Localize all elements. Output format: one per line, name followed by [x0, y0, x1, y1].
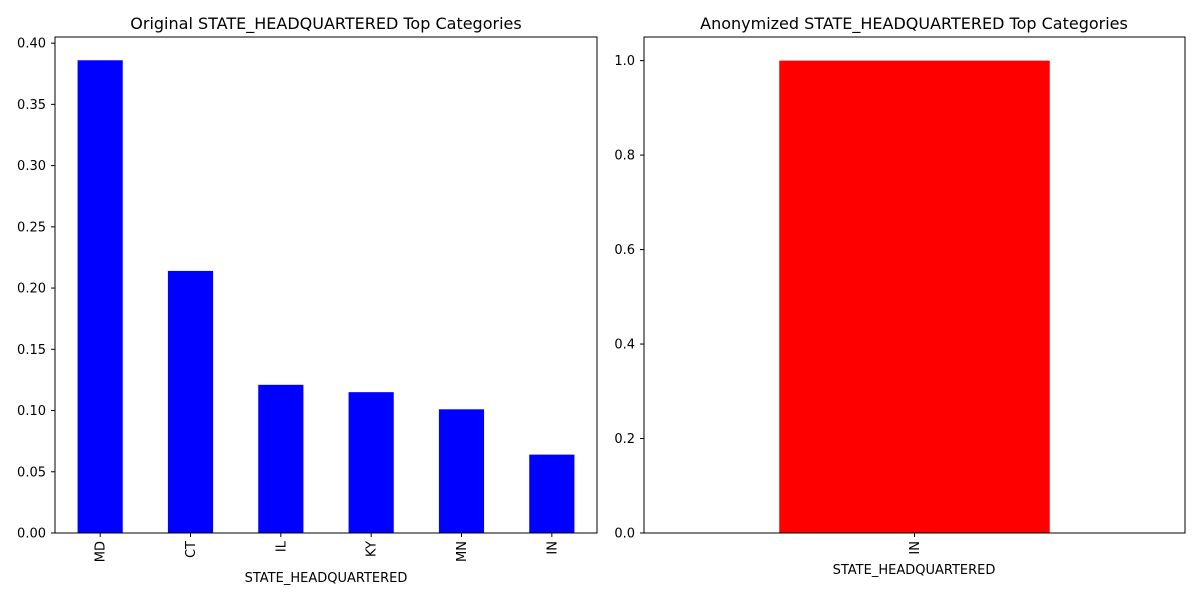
chart-original-title: Original STATE_HEADQUARTERED Top Categor… [130, 14, 521, 34]
chart-anonymized-frame [643, 36, 1186, 534]
chart-original-y-tick-label: 0.35 [17, 98, 46, 113]
chart-anonymized-y-tick-label: 1.0 [614, 54, 635, 69]
chart-original-bar-ky [348, 392, 394, 533]
chart-original-plot-area: MD CT IL KY MN IN 0.00 0.05 0.10 0.15 0.20 0.25 0.30… [17, 37, 575, 562]
chart-original-y-tick-label: 0.10 [17, 404, 46, 419]
chart-original-y-tick-label: 0.15 [17, 343, 46, 358]
chart-original-bar-il [258, 384, 304, 533]
chart-original-bar-md [77, 60, 123, 533]
chart-original-y-tick-label: 0.30 [17, 159, 46, 174]
chart-original-y-tick-label: 0.20 [17, 282, 46, 297]
chart-original-y-tick-label: 0.25 [17, 220, 46, 235]
chart-anonymized-title: Anonymized STATE_HEADQUARTERED Top Categ… [700, 14, 1128, 34]
chart-original-y-tick-label: 0.05 [17, 465, 46, 480]
chart-anonymized-plot-area: IN 0.0 0.2 0.4 0.6 0.8 1.0 [614, 54, 1050, 555]
chart-original-y-tick-label: 0.40 [17, 37, 46, 52]
chart-anonymized-y-tick-label: 0.0 [614, 527, 635, 542]
chart-original-x-tick-label: CT [184, 541, 199, 558]
chart-anonymized-x-tick-label: IN [908, 541, 923, 555]
chart-anonymized-x-axis-label: STATE_HEADQUARTERED [833, 563, 996, 578]
chart-original-x-tick-label: MD [94, 541, 109, 562]
chart-original-bar-in [529, 454, 575, 533]
chart-original-x-tick-label: MN [455, 541, 470, 562]
chart-anonymized-y-tick-label: 0.8 [614, 149, 635, 164]
chart-anonymized-bar-in [779, 60, 1050, 533]
chart-original-y-tick-label: 0.00 [17, 527, 46, 542]
chart-original-frame [54, 36, 598, 534]
chart-original-x-tick-label: KY [365, 541, 380, 557]
chart-original-bar-ct [167, 270, 214, 533]
chart-anonymized-y-tick-label: 0.4 [614, 338, 635, 353]
chart-original-bar-mn [438, 409, 485, 533]
chart-original-x-axis-label: STATE_HEADQUARTERED [245, 571, 408, 586]
chart-original-x-tick-label: IN [545, 541, 560, 555]
chart-anonymized: Anonymized STATE_HEADQUARTERED Top Categ… [614, 14, 1186, 578]
chart-original: Original STATE_HEADQUARTERED Top Categor… [17, 14, 598, 586]
chart-original-x-tick-label: IL [274, 540, 289, 552]
chart-anonymized-y-tick-label: 0.2 [614, 432, 635, 447]
chart-anonymized-y-tick-label: 0.6 [614, 243, 635, 258]
